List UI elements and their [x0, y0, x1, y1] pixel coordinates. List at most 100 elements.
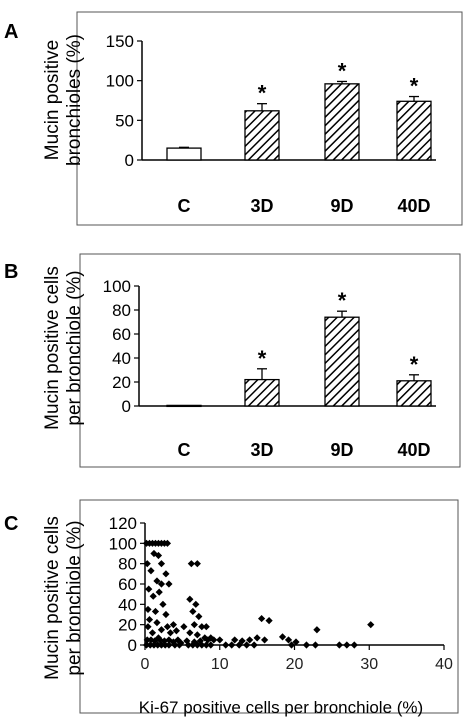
significance-9D: * — [338, 58, 347, 83]
x-tick-label: 30 — [360, 656, 378, 673]
significance-40D: * — [410, 352, 419, 377]
panel-a-ylabel-line2: bronchioles (%) — [64, 34, 85, 166]
y-tick-label: 120 — [109, 514, 137, 533]
scatter-point — [148, 629, 157, 637]
y-tick-label: 60 — [118, 575, 137, 594]
scatter-point — [154, 641, 162, 649]
y-tick-label: 0 — [122, 397, 131, 416]
bar-9D — [324, 316, 360, 407]
scatter-point — [210, 636, 218, 644]
scatter-point — [202, 623, 210, 631]
scatter-point — [162, 570, 170, 578]
panel-a-frame — [76, 11, 463, 226]
category-label-C: C — [178, 196, 191, 216]
scatter-point — [311, 641, 320, 649]
scatter-point — [145, 585, 153, 593]
x-tick-label: 0 — [141, 656, 150, 673]
scatter-point — [367, 621, 375, 629]
scatter-point — [228, 641, 236, 649]
panel-b-chart: 0 20 40 60 80 100 C * 3D * 9D * 40D — [103, 277, 436, 460]
scatter-point — [175, 641, 183, 649]
scatter-point — [165, 641, 173, 649]
scatter-point — [231, 636, 239, 644]
scatter-point — [184, 641, 192, 649]
significance-40D: * — [410, 74, 419, 99]
bar-40D — [396, 380, 432, 407]
scatter-point — [202, 641, 210, 649]
category-label-9D: 9D — [330, 440, 353, 460]
scatter-point — [155, 588, 163, 596]
scatter-point — [147, 567, 155, 575]
scatter-point — [169, 621, 178, 629]
scatter-point — [171, 641, 179, 649]
y-tick-label: 20 — [118, 616, 137, 635]
scatter-point — [193, 560, 201, 568]
panel-b-frame — [79, 253, 461, 468]
scatter-point — [150, 641, 158, 649]
panel-c: C Mucin positive cells per bronchiole (%… — [4, 499, 459, 717]
panel-b-ylabel-line1: Mucin positive cells — [42, 266, 63, 430]
scatter-point — [153, 577, 161, 585]
scatter-point — [161, 641, 169, 649]
scatter-point — [258, 614, 266, 623]
scatter-point — [187, 560, 195, 568]
scatter-point — [261, 636, 269, 644]
y-tick-label: 150 — [106, 32, 134, 51]
scatter-point — [189, 607, 197, 616]
scatter-point — [186, 629, 194, 637]
scatter-point — [207, 641, 215, 649]
bar-9D — [324, 83, 360, 161]
scatter-point — [143, 560, 151, 568]
scatter-point — [157, 641, 166, 649]
bar-C — [166, 404, 202, 408]
scatter-point — [284, 636, 293, 644]
panel-c-letter: C — [4, 513, 18, 535]
y-tick-label: 0 — [125, 151, 134, 170]
x-tick-label: 40 — [435, 656, 453, 673]
scatter-point — [151, 607, 160, 616]
scatter-point — [198, 623, 206, 631]
scatter-point — [192, 600, 200, 608]
bar-40D — [396, 100, 432, 161]
scatter-point — [163, 623, 172, 631]
scatter-point — [278, 633, 287, 641]
scatter-point — [145, 615, 154, 624]
panel-b-letter: B — [4, 261, 18, 283]
x-tick-label: 10 — [211, 656, 229, 673]
y-tick-label: 80 — [118, 555, 137, 574]
y-tick-label: 100 — [106, 72, 134, 91]
panel-a-ylabel-line1: Mucin positive — [42, 40, 63, 160]
scatter-point — [235, 641, 243, 649]
scatter-point — [189, 641, 197, 649]
scatter-point — [186, 595, 194, 603]
scatter-point — [302, 641, 311, 649]
scatter-point — [153, 619, 161, 627]
bar-3D — [244, 110, 280, 161]
scatter-point — [190, 621, 198, 629]
panel-c-frame — [79, 499, 459, 714]
category-label-40D: 40D — [397, 440, 430, 460]
panel-c-ylabel-line2: per bronchiole (%) — [64, 520, 85, 675]
panel-a: A Mucin positive bronchioles (%) 0 50 100 1… — [4, 11, 463, 226]
scatter-point — [143, 636, 151, 644]
scatter-point — [335, 641, 343, 649]
scatter-point — [265, 617, 273, 625]
scatter-point — [180, 623, 188, 631]
y-tick-label: 50 — [115, 111, 134, 130]
scatter-point — [313, 626, 321, 634]
scatter-point — [165, 580, 173, 588]
scatter-point — [159, 600, 167, 608]
scatter-point — [162, 610, 170, 619]
y-tick-label: 100 — [103, 277, 131, 296]
scatter-point — [287, 641, 296, 649]
scatter-point — [193, 631, 201, 639]
y-tick-label: 20 — [112, 373, 131, 392]
x-tick-label: 20 — [286, 656, 304, 673]
panel-c-ylabel-line1: Mucin positive cells — [42, 516, 63, 680]
scatter-point — [216, 636, 224, 644]
bar-C — [166, 147, 202, 161]
panel-b-ylabel-line2: per bronchiole (%) — [64, 270, 85, 425]
scatter-point — [350, 641, 358, 649]
category-label-3D: 3D — [250, 440, 273, 460]
